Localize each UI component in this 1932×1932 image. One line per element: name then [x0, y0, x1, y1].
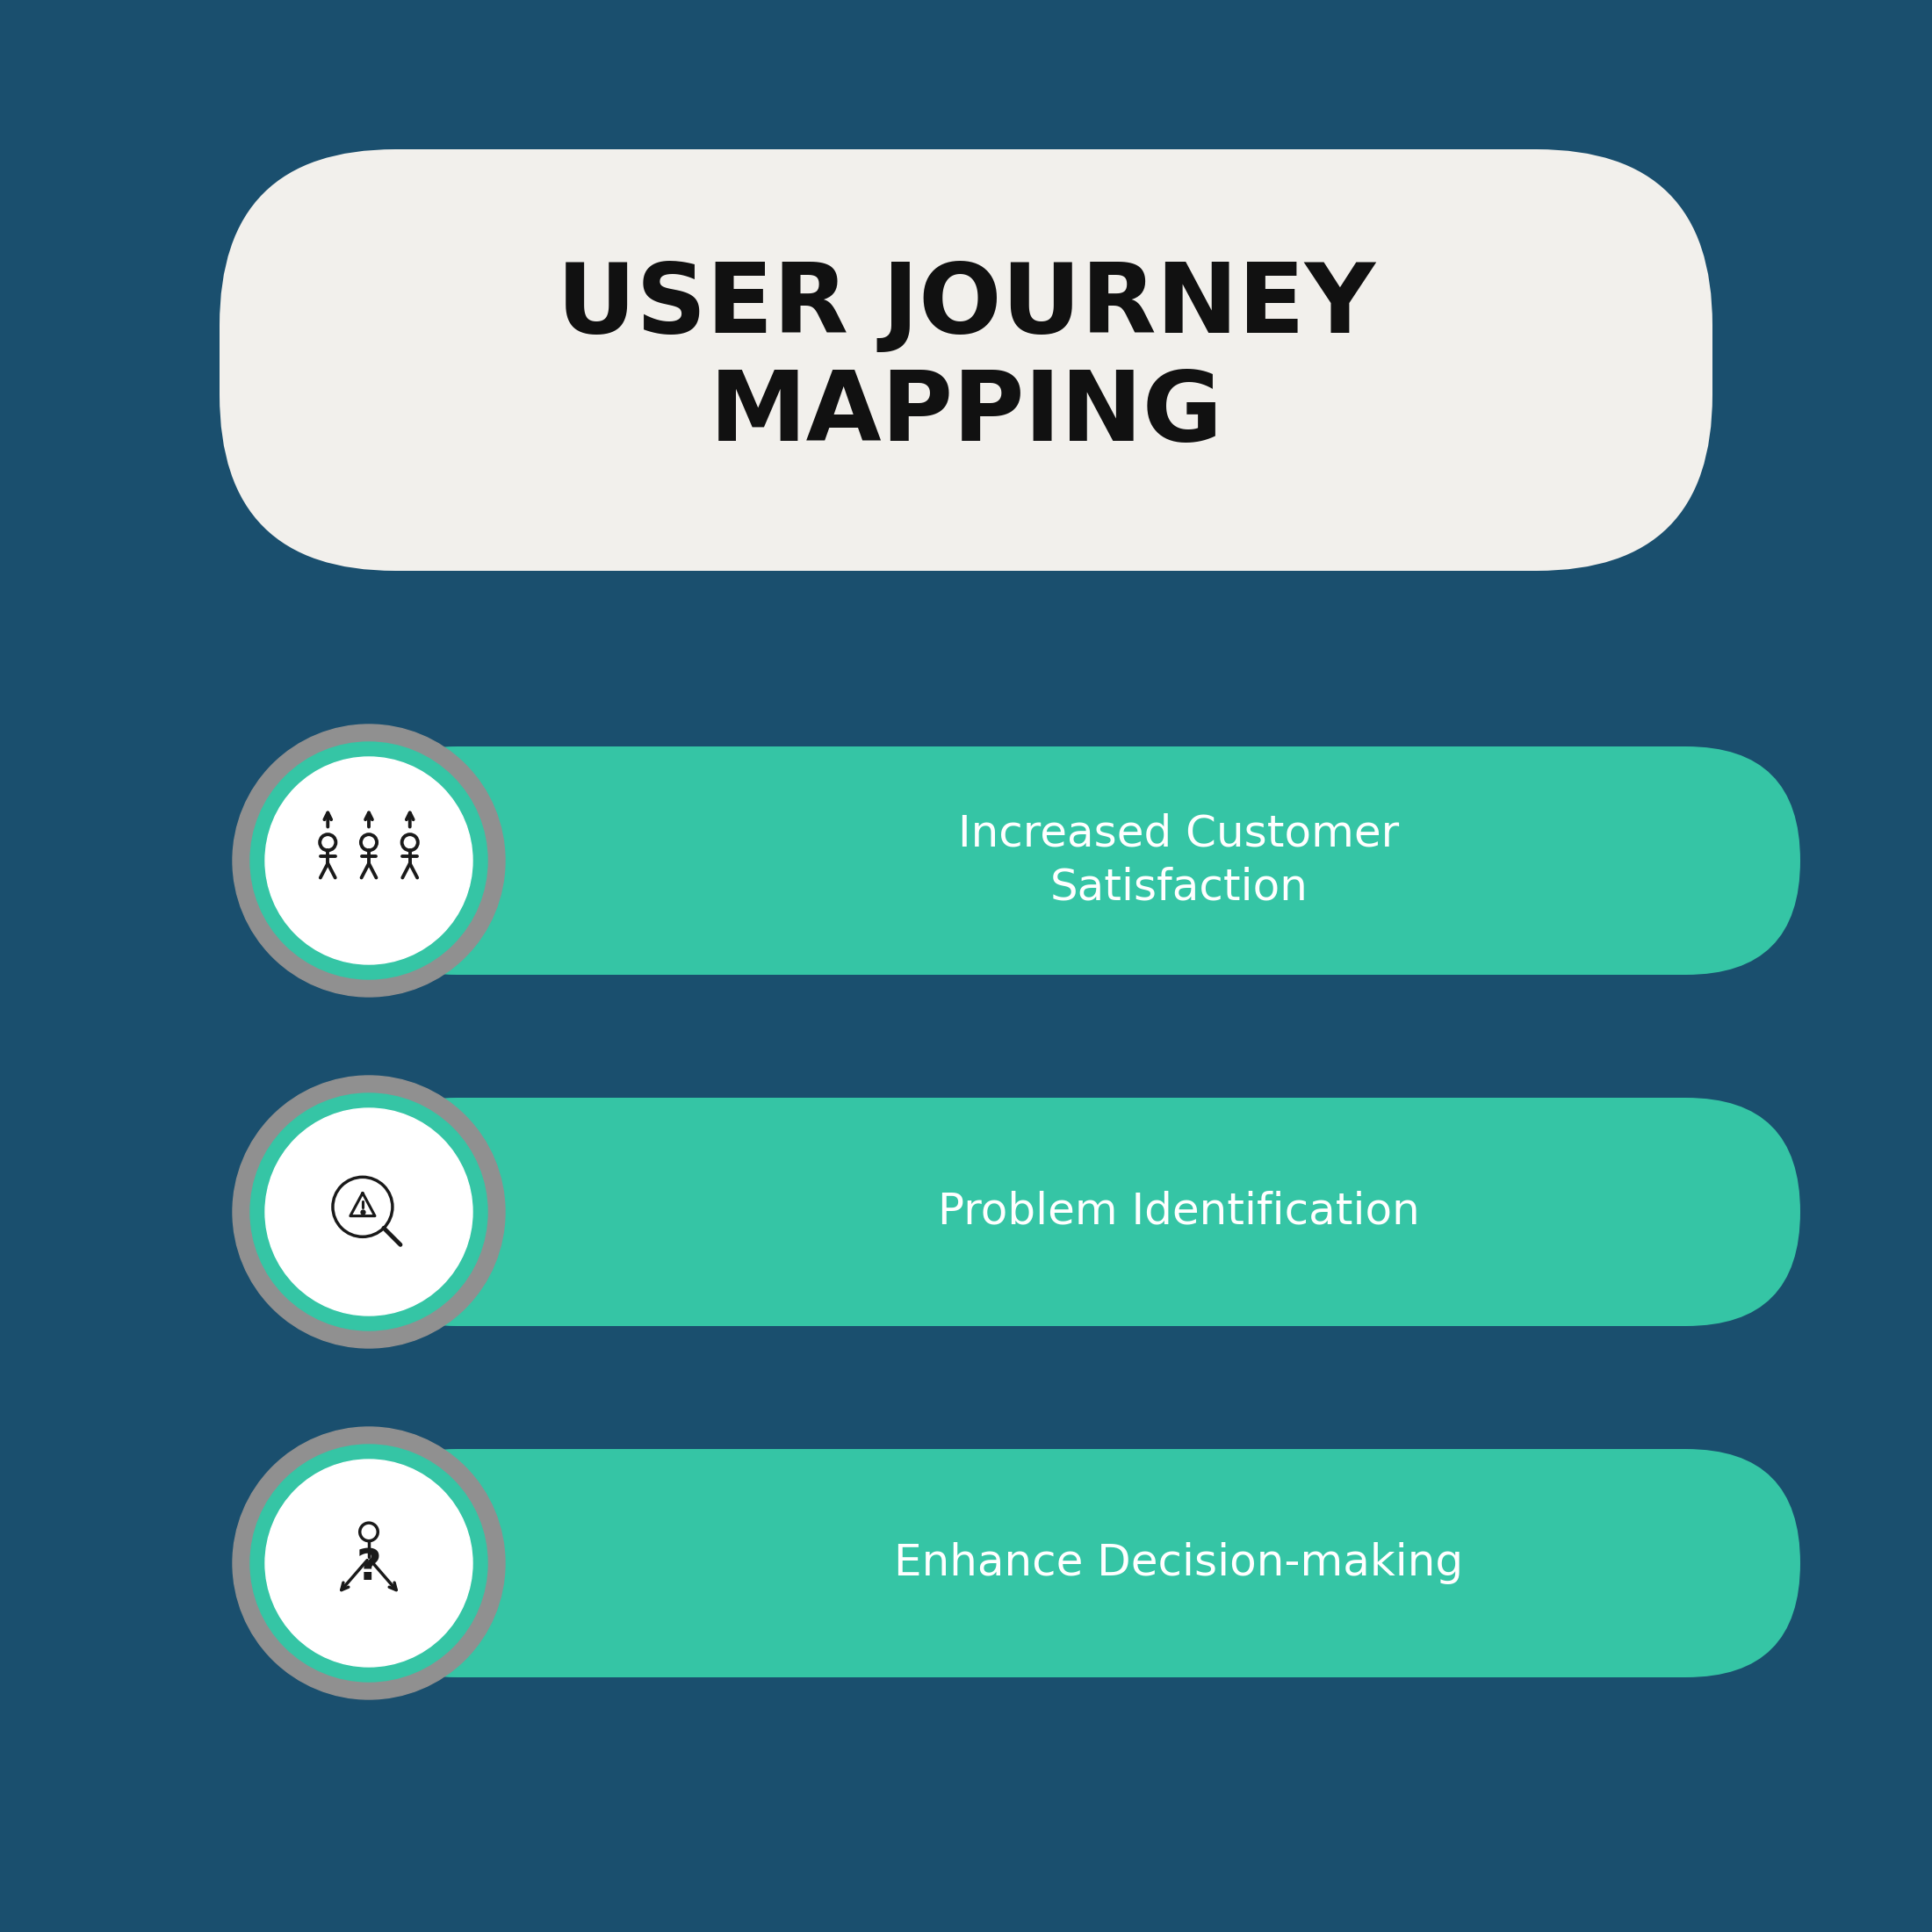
Text: Increased Customer
Satisfaction: Increased Customer Satisfaction	[958, 813, 1399, 908]
Circle shape	[232, 724, 504, 997]
Circle shape	[265, 757, 473, 964]
Circle shape	[251, 1094, 487, 1331]
Circle shape	[232, 1428, 504, 1700]
Text: ?: ?	[355, 1548, 381, 1588]
FancyBboxPatch shape	[342, 746, 1801, 976]
FancyBboxPatch shape	[342, 1097, 1801, 1325]
Circle shape	[265, 1109, 473, 1316]
Circle shape	[251, 1445, 487, 1681]
Text: Problem Identification: Problem Identification	[939, 1190, 1420, 1233]
Circle shape	[265, 1459, 473, 1667]
Circle shape	[232, 1076, 504, 1349]
FancyBboxPatch shape	[342, 1449, 1801, 1677]
Text: Enhance Decision-making: Enhance Decision-making	[895, 1542, 1464, 1584]
Circle shape	[251, 742, 487, 980]
Text: USER JOURNEY
MAPPING: USER JOURNEY MAPPING	[556, 259, 1376, 462]
FancyBboxPatch shape	[220, 149, 1712, 570]
